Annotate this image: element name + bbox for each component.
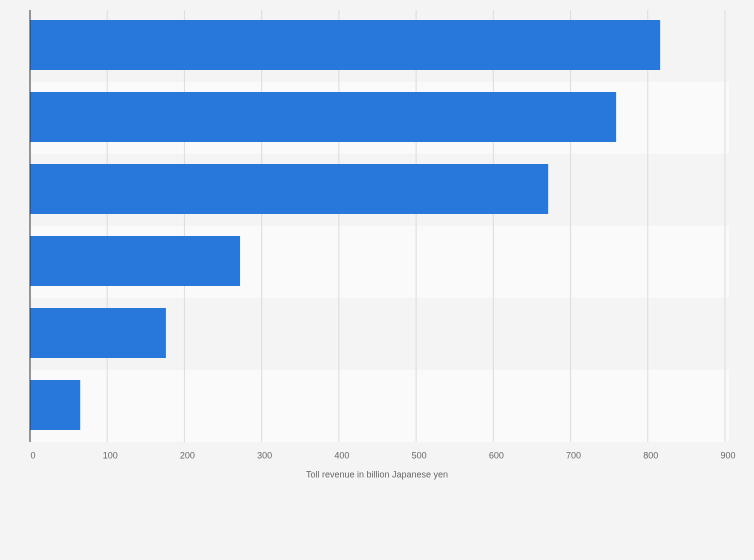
bar [30, 164, 549, 214]
x-tick-label: 600 [489, 450, 504, 460]
bar [30, 380, 81, 430]
x-tick-label: 700 [566, 450, 581, 460]
x-axis-title: Toll revenue in billion Japanese yen [306, 469, 448, 479]
x-tick-label: 300 [257, 450, 272, 460]
x-tick-label: 200 [180, 450, 195, 460]
x-tick-label: 0 [30, 450, 35, 460]
bar [30, 92, 617, 142]
x-tick-label: 500 [412, 450, 427, 460]
bar [30, 20, 661, 70]
x-tick-label: 800 [643, 450, 658, 460]
x-tick-label: 900 [720, 450, 735, 460]
x-tick-label: 400 [334, 450, 349, 460]
band-background [30, 370, 729, 442]
bar [30, 236, 241, 286]
x-tick-label: 100 [103, 450, 118, 460]
bar [30, 308, 166, 358]
